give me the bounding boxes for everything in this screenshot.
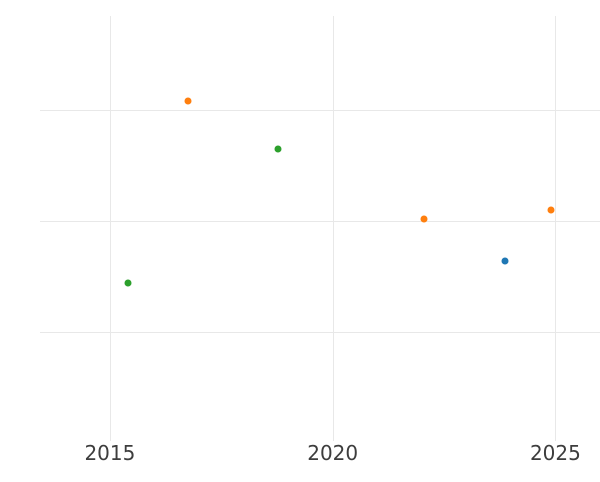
- x-tick-label: 2020: [307, 441, 359, 465]
- data-point-orange: [184, 97, 192, 105]
- y-gridline: [40, 221, 600, 223]
- data-point-green: [124, 279, 132, 287]
- data-point-green: [274, 145, 282, 153]
- plot-area: [40, 16, 600, 441]
- x-gridline: [109, 16, 111, 441]
- x-tick-label: 2015: [84, 441, 136, 465]
- data-point-blue: [501, 257, 509, 265]
- x-tick-label: 2025: [529, 441, 581, 465]
- x-axis: 2015 2020 2025: [40, 441, 600, 466]
- data-point-orange: [420, 215, 428, 223]
- y-gridline: [40, 110, 600, 112]
- data-point-orange: [547, 206, 555, 214]
- y-gridline: [40, 332, 600, 334]
- scatter-chart: 2015 2020 2025: [40, 16, 600, 466]
- x-gridline: [555, 16, 557, 441]
- x-gridline: [332, 16, 334, 441]
